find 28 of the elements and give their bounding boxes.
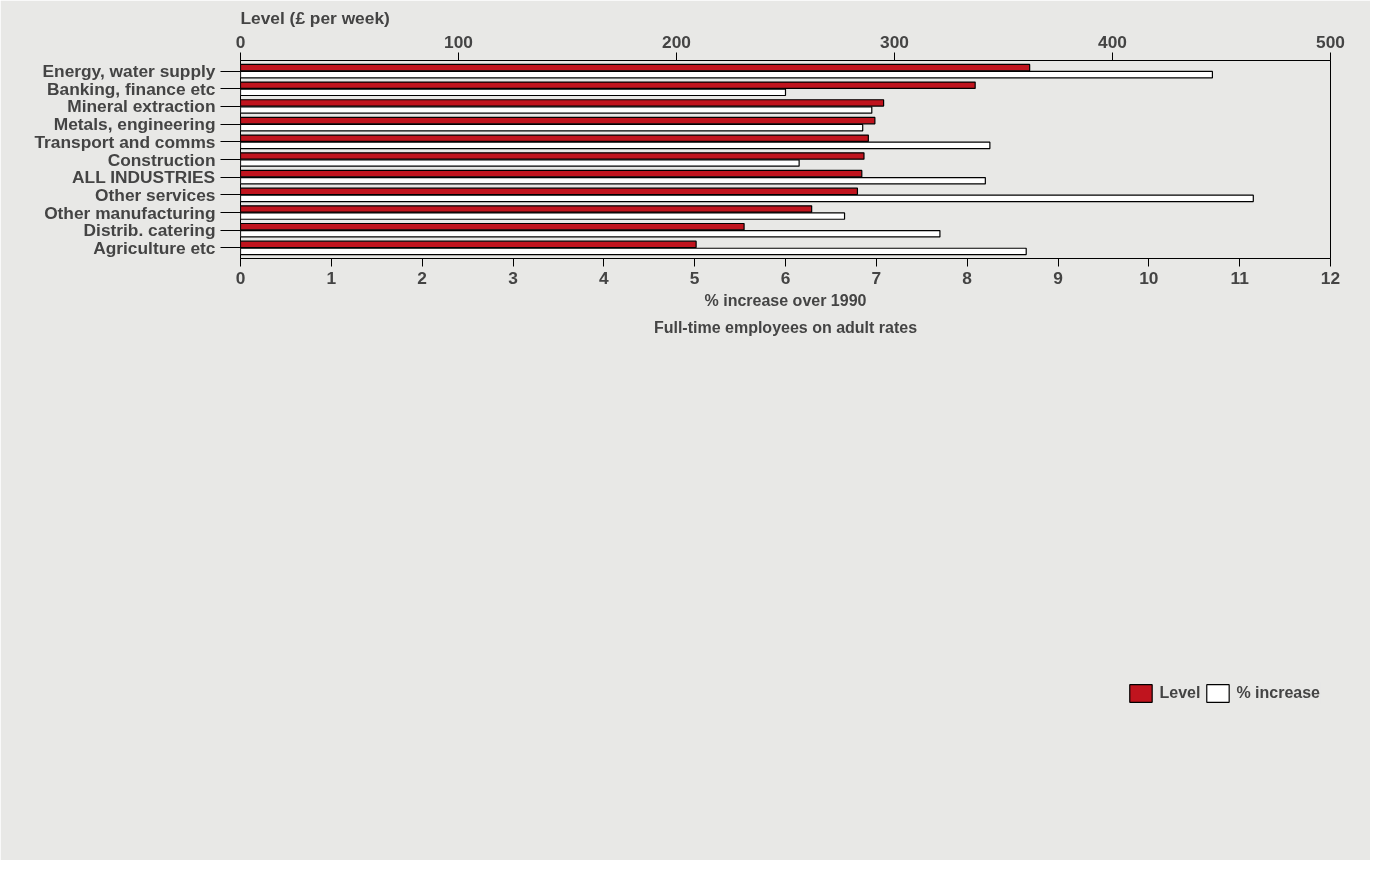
legend-label: Level [1159,684,1201,702]
x-tick-label: 1 [326,267,337,288]
x-tick-label: 0 [235,267,246,288]
x-tick-label: 4 [599,267,610,288]
x-tick-label: 12 [1320,267,1341,288]
x2-tick-label: 200 [662,31,691,52]
x2-tick-label: 300 [880,31,909,52]
y-tick-label: Energy, water supply [42,61,216,82]
x-tick-label: 2 [417,267,427,288]
y-tick-label: Other manufacturing [44,202,216,223]
x-tick-label: 9 [1053,267,1063,288]
legend-label: % increase [1236,684,1320,702]
x2-tick-label: 500 [1316,31,1345,52]
x2-axis-title: Level (£ per week) [240,7,390,28]
x-tick-label: 10 [1139,267,1159,288]
x-tick-label: 6 [780,267,791,288]
y-tick-label: Construction [107,149,216,170]
x-tick-label: 3 [508,267,519,288]
x-tick-label: 11 [1230,267,1250,288]
x-tick-label: 7 [871,267,882,288]
x-axis-title: % increase over 1990 [704,291,867,309]
x-tick-label: 5 [689,267,700,288]
x2-tick-label: 400 [1098,31,1127,52]
x2-tick-label: 0 [235,31,246,52]
x-tick-label: 8 [962,267,973,288]
x2-tick-label: 100 [444,31,473,52]
text: Full-time employees on adult rates [653,318,918,336]
y-tick-label: Metals, engineering [53,114,216,135]
